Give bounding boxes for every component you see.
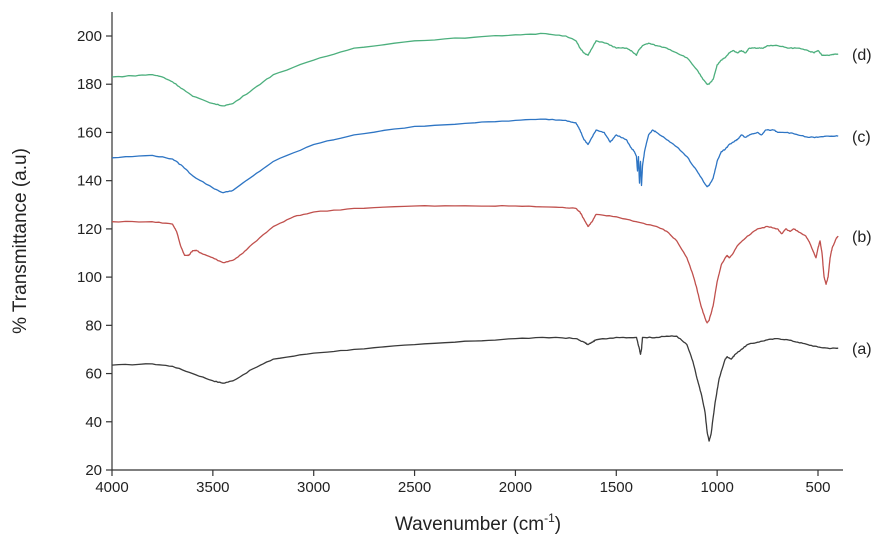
series-labels: (a) (b) (c) (d)	[852, 47, 872, 358]
y-tick-label-140: 140	[77, 173, 102, 190]
axes	[111, 12, 843, 471]
series-label-c: (c)	[852, 129, 871, 146]
x-tick-label-3000: 3000	[297, 479, 330, 496]
y-tick-label-20: 20	[85, 462, 102, 479]
series-group	[111, 32, 839, 442]
x-ticks: 4000 3500 3000 2500 2000 1500 1000 500	[95, 470, 831, 496]
x-tick-label-3500: 3500	[196, 479, 229, 496]
y-tick-label-40: 40	[85, 414, 102, 431]
series-line-d	[111, 32, 839, 107]
y-ticks: 20 40 60 80 100 120 140 160 180 200	[77, 28, 112, 479]
x-tick-label-1000: 1000	[700, 479, 733, 496]
series-line-a	[111, 335, 839, 442]
x-axis-title-main: Wavenumber (cm	[395, 514, 544, 535]
y-tick-label-60: 60	[85, 366, 102, 383]
y-tick-label-200: 200	[77, 28, 102, 45]
series-label-b: (b)	[852, 229, 872, 246]
y-tick-label-180: 180	[77, 76, 102, 93]
series-line-c	[111, 118, 839, 194]
x-axis-title: Wavenumber (cm-1)	[395, 511, 561, 535]
y-tick-label-120: 120	[77, 221, 102, 238]
x-axis-title-superscript: -1	[544, 511, 555, 525]
x-tick-label-2000: 2000	[499, 479, 532, 496]
x-tick-label-4000: 4000	[95, 479, 128, 496]
series-label-a: (a)	[852, 341, 872, 358]
series-line-b	[111, 204, 839, 324]
x-tick-label-1500: 1500	[600, 479, 633, 496]
y-tick-label-160: 160	[77, 124, 102, 141]
y-axis-title: % Transmittance (a.u)	[10, 148, 31, 334]
x-tick-label-500: 500	[805, 479, 830, 496]
x-tick-label-2500: 2500	[398, 479, 431, 496]
series-label-d: (d)	[852, 47, 872, 64]
y-tick-label-100: 100	[77, 269, 102, 286]
y-tick-label-80: 80	[85, 317, 102, 334]
x-axis-title-close: )	[555, 514, 561, 535]
